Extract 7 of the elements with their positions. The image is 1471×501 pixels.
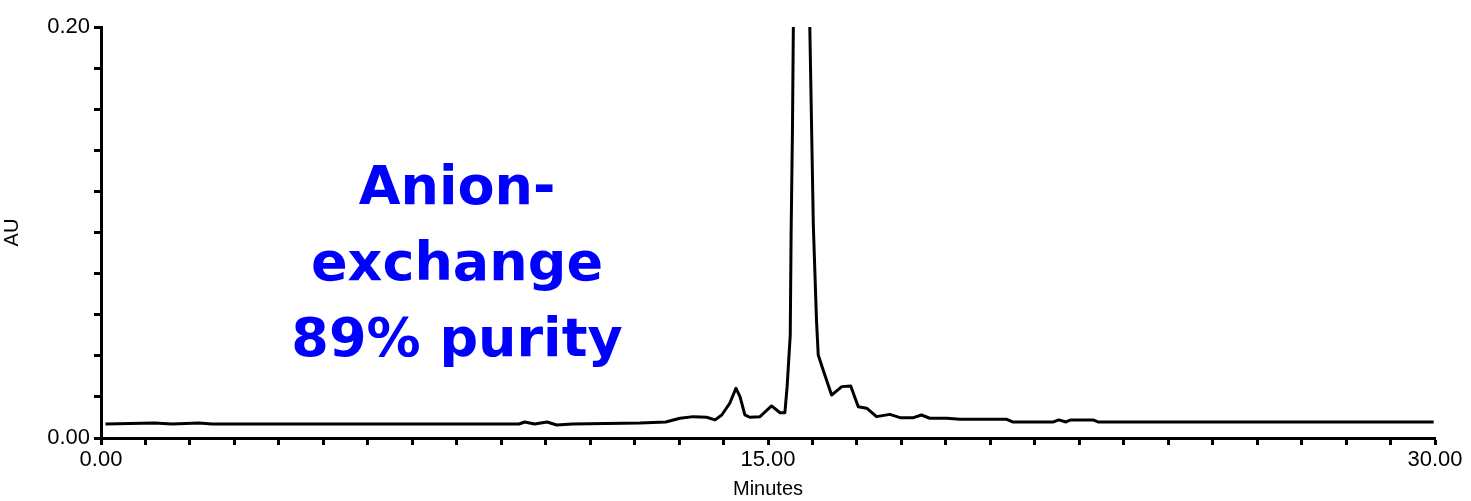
- y-tick-label: 0.20: [47, 13, 90, 39]
- x-tick-label: 0.00: [79, 446, 123, 472]
- annotation: Anion- exchange 89% purity: [290, 153, 624, 371]
- x-tick-label: 30.00: [1407, 446, 1463, 472]
- y-axis-title: AU: [0, 218, 22, 247]
- x-axis-title: Minutes: [732, 476, 804, 499]
- x-tick-label: 15.00: [740, 446, 796, 472]
